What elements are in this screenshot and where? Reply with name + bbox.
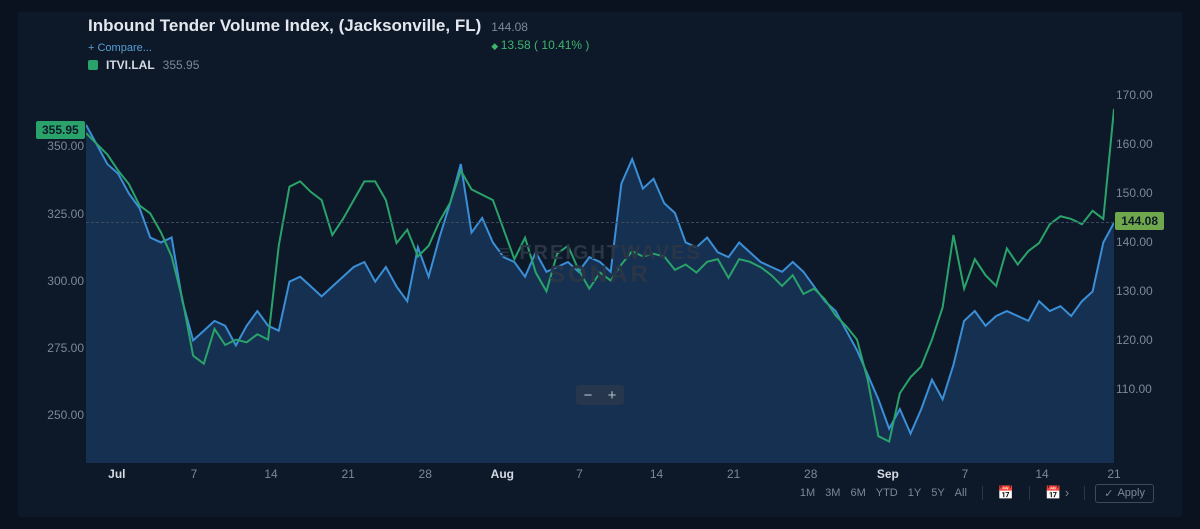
legend: ITVI.LAL 355.95	[88, 58, 199, 72]
range-all[interactable]: All	[950, 485, 972, 501]
zoom-out-button[interactable]: −	[576, 385, 600, 405]
x-tick: 7	[962, 467, 969, 481]
legend-swatch	[88, 60, 98, 70]
x-tick: 14	[1035, 467, 1048, 481]
x-tick: 28	[804, 467, 817, 481]
x-tick: 14	[650, 467, 663, 481]
chart-panel: Inbound Tender Volume Index, (Jacksonvil…	[18, 12, 1182, 517]
x-axis: Jul7142128Aug7142128Sep71421	[86, 467, 1114, 483]
current-value: 144.08	[491, 20, 528, 34]
left-axis-badge: 355.95	[36, 121, 85, 139]
x-tick: 21	[1107, 467, 1120, 481]
range-toolbar: 1M3M6MYTD1Y5YAll 📅 📅 › ✓ Apply	[795, 483, 1154, 503]
x-tick: 21	[341, 467, 354, 481]
range-3m[interactable]: 3M	[820, 485, 845, 501]
y-left-tick: 300.00	[24, 274, 84, 288]
right-axis-badge: 144.08	[1115, 212, 1164, 230]
legend-series-name[interactable]: ITVI.LAL	[106, 58, 155, 72]
goto-date-icon[interactable]: 📅 ›	[1040, 483, 1074, 503]
x-tick: 28	[419, 467, 432, 481]
x-tick: 7	[191, 467, 198, 481]
y-right-tick: 170.00	[1116, 88, 1176, 102]
x-tick: Sep	[877, 467, 899, 481]
y-right-tick: 150.00	[1116, 186, 1176, 200]
x-tick: 7	[576, 467, 583, 481]
x-tick: Jul	[108, 467, 125, 481]
y-right-tick: 110.00	[1116, 382, 1176, 396]
x-tick: 21	[727, 467, 740, 481]
legend-series-value: 355.95	[163, 58, 200, 72]
y-left-tick: 275.00	[24, 341, 84, 355]
plot-area[interactable]: ≡ FREIGHTWAVES SONAR − +	[86, 66, 1114, 463]
y-right-tick: 160.00	[1116, 137, 1176, 151]
range-ytd[interactable]: YTD	[871, 485, 903, 501]
zoom-in-button[interactable]: +	[600, 385, 624, 405]
y-right-tick: 140.00	[1116, 235, 1176, 249]
range-1m[interactable]: 1M	[795, 485, 820, 501]
chart-header: Inbound Tender Volume Index, (Jacksonvil…	[88, 16, 589, 54]
y-left-tick: 250.00	[24, 408, 84, 422]
date-range-icon[interactable]: 📅	[993, 483, 1019, 503]
compare-button[interactable]: Compare...	[88, 42, 152, 54]
range-6m[interactable]: 6M	[845, 485, 870, 501]
y-right-tick: 120.00	[1116, 333, 1176, 347]
x-tick: Aug	[491, 467, 514, 481]
range-1y[interactable]: 1Y	[903, 485, 926, 501]
change-value: 13.58 ( 10.41% )	[491, 38, 589, 52]
y-left-tick: 325.00	[24, 207, 84, 221]
range-5y[interactable]: 5Y	[926, 485, 949, 501]
y-left-tick: 350.00	[24, 139, 84, 153]
x-tick: 14	[264, 467, 277, 481]
y-axis-right: 110.00 120.00 130.00 140.00 150.00 160.00 170.…	[1116, 66, 1176, 463]
chart-title: Inbound Tender Volume Index, (Jacksonvil…	[88, 16, 481, 36]
y-right-tick: 130.00	[1116, 284, 1176, 298]
reference-line	[86, 222, 1114, 223]
zoom-controls: − +	[576, 385, 624, 405]
apply-button[interactable]: ✓ Apply	[1095, 484, 1154, 503]
